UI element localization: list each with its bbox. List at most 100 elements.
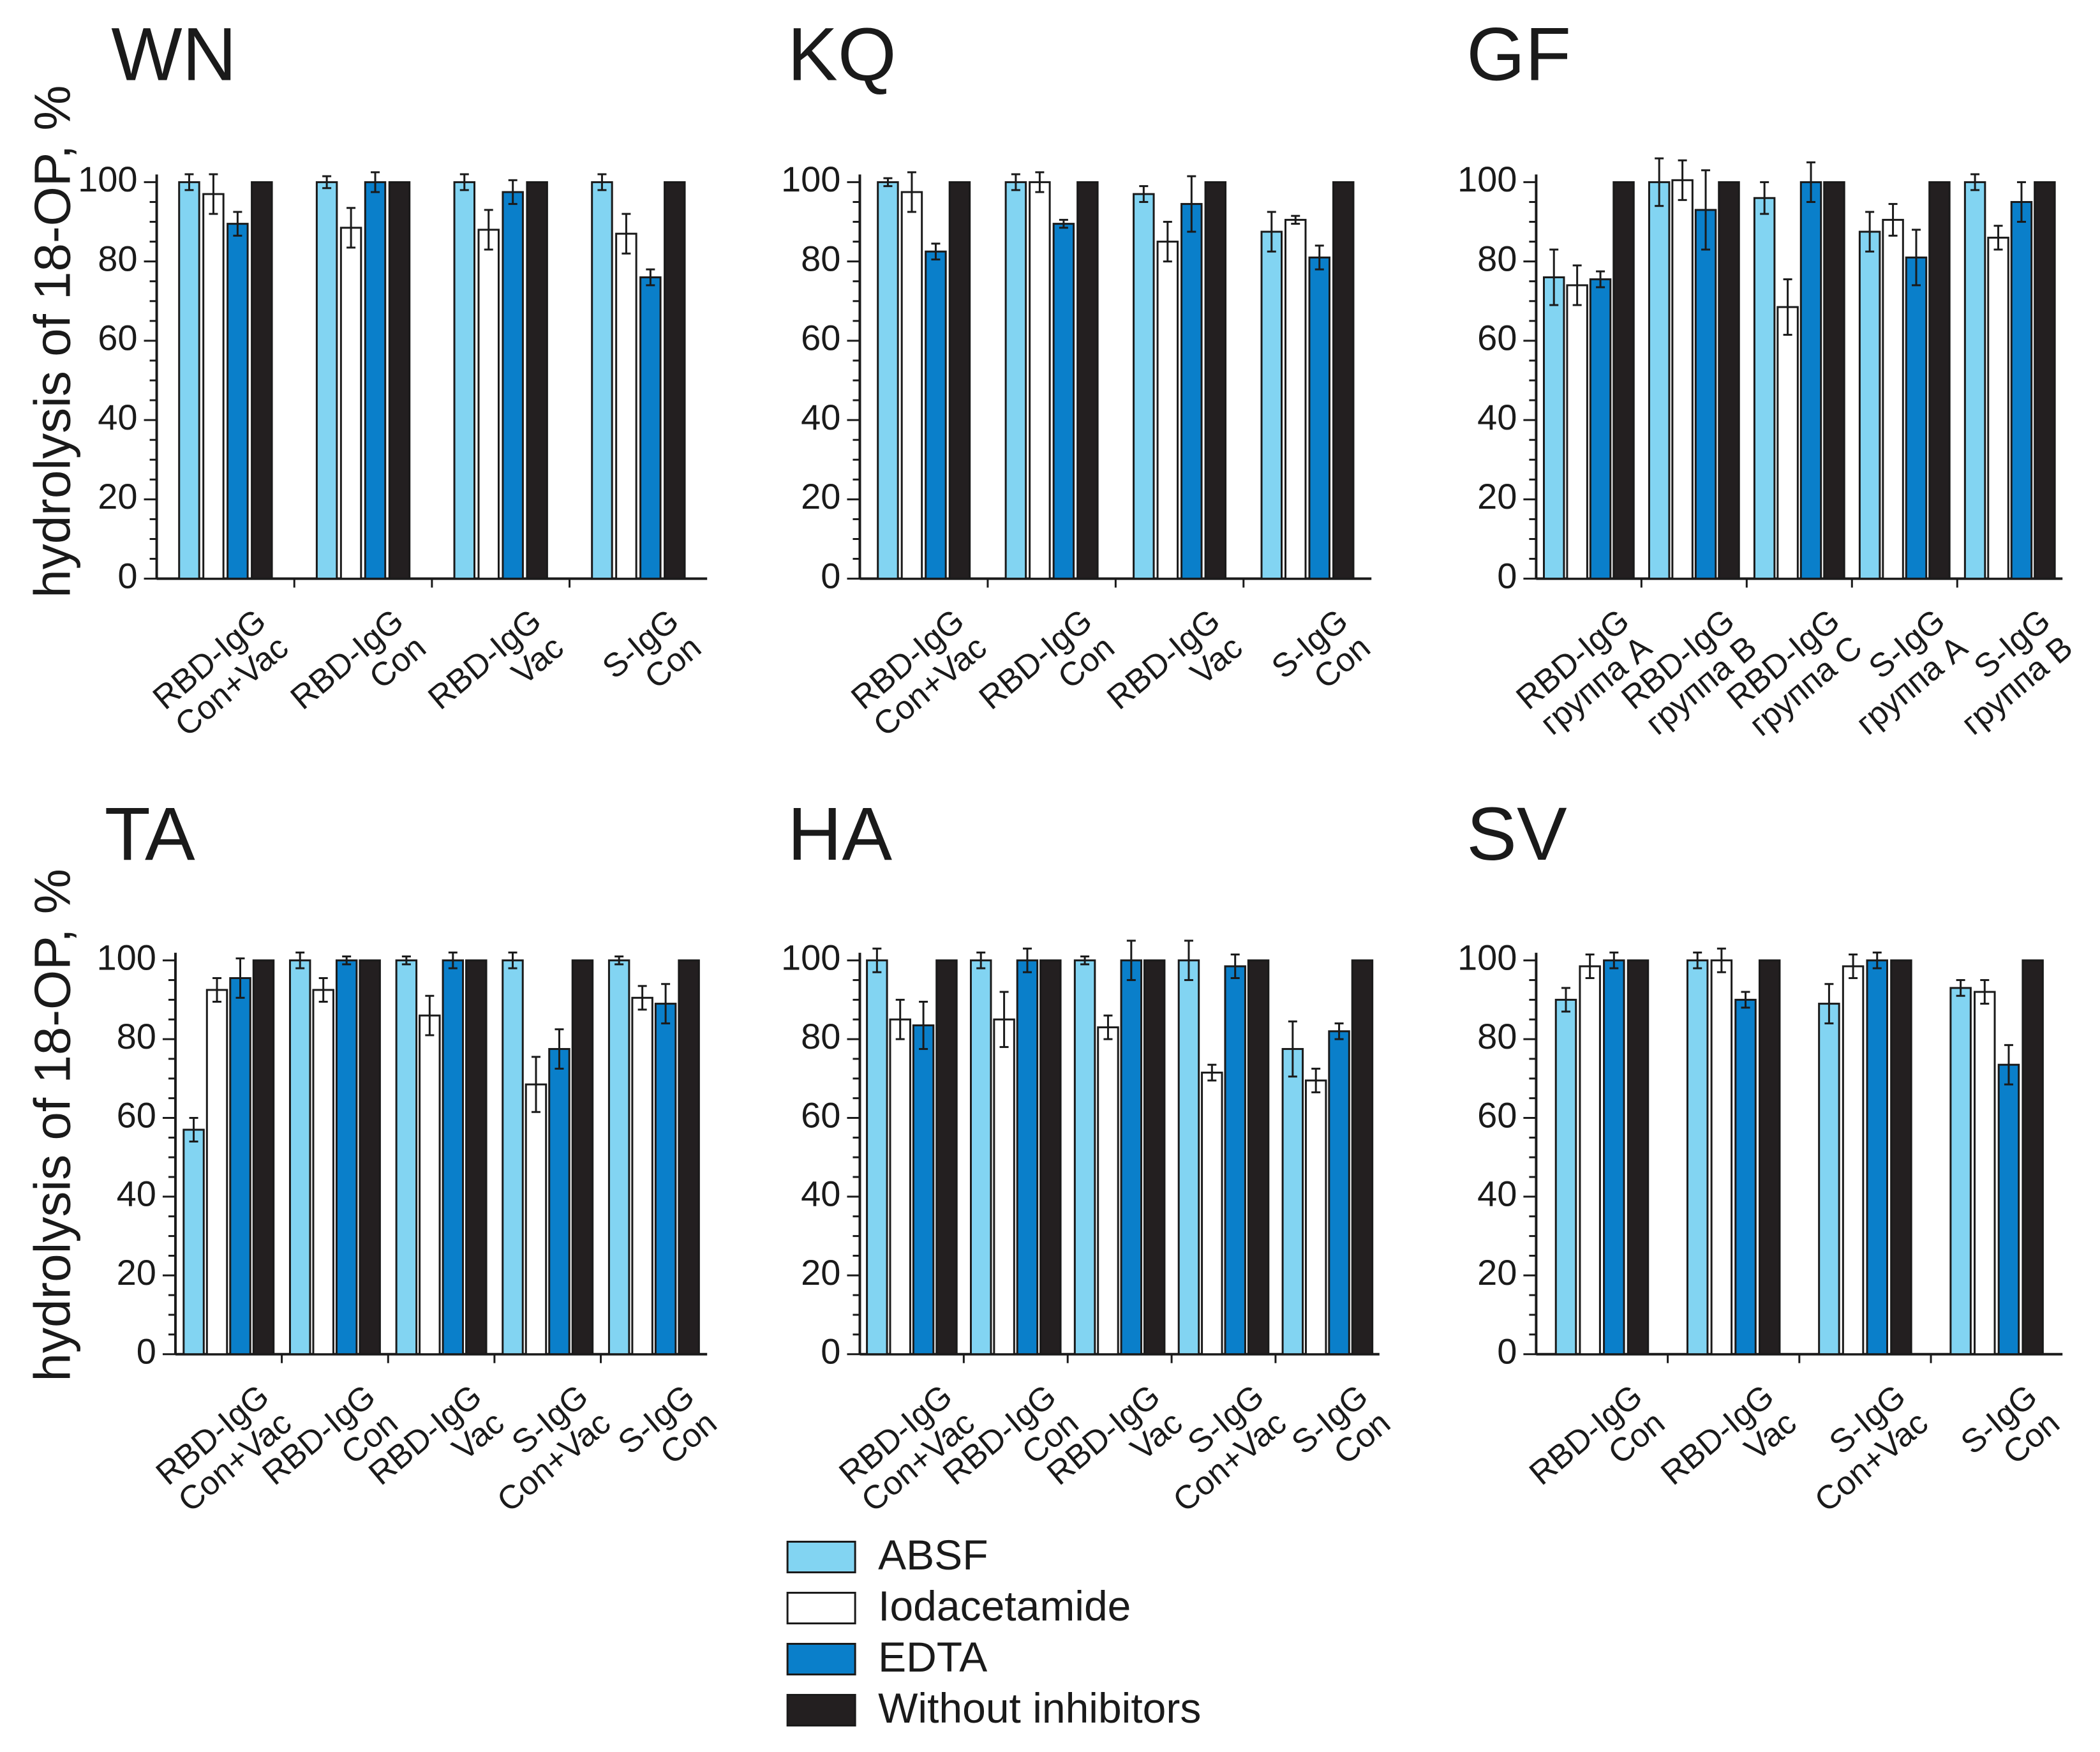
panel-title: HA xyxy=(787,792,892,876)
bar-absf xyxy=(1818,1003,1840,1356)
bar-without-inhibitors xyxy=(1627,959,1649,1356)
bar-edta xyxy=(502,191,524,580)
bar-edta xyxy=(1328,1030,1350,1356)
y-tick-label: 60 xyxy=(1477,1095,1517,1135)
bar-iodacetamide xyxy=(631,996,653,1356)
x-tick-label: S-IgGCon xyxy=(1265,602,1377,713)
bar-without-inhibitors xyxy=(526,181,548,580)
bar-without-inhibitors xyxy=(1758,959,1781,1356)
panel-title: WN xyxy=(111,13,237,97)
y-tick-label: 100 xyxy=(781,938,840,978)
x-tick-label: S-IgGCon+Vac xyxy=(1785,1377,1935,1519)
bar-edta xyxy=(364,181,387,580)
x-tick-label: RBD-IgGCon xyxy=(284,602,433,744)
bar-absf xyxy=(1949,987,1972,1356)
legend-label: ABSF xyxy=(878,1531,988,1578)
y-tick-label: 20 xyxy=(98,476,137,516)
bar-iodacetamide xyxy=(1156,241,1179,580)
x-tick-label: RBD-IgGVac xyxy=(1040,1377,1189,1519)
bar-iodacetamide xyxy=(1566,284,1588,580)
bar-without-inhibitors xyxy=(359,959,381,1356)
legend-label: Without inhibitors xyxy=(878,1684,1201,1732)
y-tick-label: 80 xyxy=(1477,1016,1517,1056)
y-tick-label: 0 xyxy=(1497,1331,1517,1372)
bar-absf xyxy=(315,181,338,580)
bar-iodacetamide xyxy=(525,1083,547,1356)
bar-iodacetamide xyxy=(1304,1079,1327,1356)
bar-without-inhibitors xyxy=(1247,959,1270,1356)
bar-absf xyxy=(1281,1048,1304,1356)
y-tick-label: 80 xyxy=(801,1016,840,1056)
bar-absf xyxy=(1260,230,1283,580)
bar-without-inhibitors xyxy=(465,959,488,1356)
bar-iodacetamide xyxy=(615,232,637,580)
bar-without-inhibitors xyxy=(1332,181,1355,580)
y-tick-label: 80 xyxy=(98,238,137,278)
bar-edta xyxy=(1052,223,1075,580)
bar-iodacetamide xyxy=(1285,218,1307,580)
legend-label: Iodacetamide xyxy=(878,1582,1131,1629)
bar-edta xyxy=(1905,256,1928,580)
bar-absf xyxy=(1073,959,1096,1356)
bar-without-inhibitors xyxy=(2022,959,2044,1356)
x-tick-label: RBD-IgGгруппа C xyxy=(1720,602,1869,744)
bar-without-inhibitors xyxy=(388,181,411,580)
y-tick-label: 20 xyxy=(117,1252,156,1292)
bar-without-inhibitors xyxy=(251,181,273,580)
bar-edta xyxy=(912,1024,935,1356)
y-tick-label: 40 xyxy=(1477,1174,1517,1214)
bar-edta xyxy=(1120,959,1143,1356)
bar-without-inhibitors xyxy=(2034,181,2056,580)
bar-absf xyxy=(866,959,888,1356)
bar-absf xyxy=(453,181,476,580)
y-tick-label: 60 xyxy=(98,318,137,358)
y-tick-label: 60 xyxy=(117,1095,156,1135)
bar-iodacetamide xyxy=(1776,306,1799,580)
bar-absf xyxy=(969,959,992,1356)
y-tick-label: 0 xyxy=(821,555,840,595)
y-axis-label: hydrolysis of 18-OP, % xyxy=(24,85,80,597)
bar-iodacetamide xyxy=(1842,965,1865,1356)
legend-label: EDTA xyxy=(878,1633,987,1681)
bar-iodacetamide xyxy=(889,1018,911,1356)
bar-iodacetamide xyxy=(202,193,225,580)
bar-without-inhibitors xyxy=(1612,181,1635,580)
bar-edta xyxy=(1180,203,1203,580)
bar-iodacetamide xyxy=(1987,236,2009,580)
bar-iodacetamide xyxy=(993,1018,1015,1356)
bar-edta xyxy=(654,1003,677,1356)
bar-edta xyxy=(925,250,947,580)
bar-iodacetamide xyxy=(1579,965,1601,1356)
panel-title: GF xyxy=(1466,13,1571,97)
legend-swatch xyxy=(786,1643,856,1676)
y-tick-label: 100 xyxy=(78,159,137,199)
bar-edta xyxy=(639,276,662,580)
bar-absf xyxy=(1133,193,1155,580)
bar-without-inhibitors xyxy=(935,959,958,1356)
bar-absf xyxy=(1648,181,1671,580)
y-tick-label: 0 xyxy=(137,1331,156,1372)
y-tick-label: 20 xyxy=(801,476,840,516)
bar-without-inhibitors xyxy=(1823,181,1845,580)
y-tick-label: 80 xyxy=(801,238,840,278)
bar-iodacetamide xyxy=(1201,1072,1223,1356)
bar-absf xyxy=(1963,181,1986,580)
bar-absf xyxy=(1542,276,1565,580)
bar-absf xyxy=(1686,959,1709,1356)
x-tick-label: RBD-IgGVac xyxy=(1654,1377,1803,1519)
bar-edta xyxy=(1997,1063,2020,1356)
y-tick-label: 100 xyxy=(1457,938,1517,978)
x-tick-label: S-IgGCon xyxy=(595,602,708,713)
bar-absf xyxy=(1858,230,1881,580)
y-tick-label: 40 xyxy=(1477,397,1517,437)
y-axis-label: hydrolysis of 18-OP, % xyxy=(24,869,80,1381)
y-tick-label: 20 xyxy=(1477,1252,1517,1292)
bar-without-inhibitors xyxy=(1351,959,1374,1356)
bar-without-inhibitors xyxy=(1890,959,1912,1356)
bar-edta xyxy=(229,977,251,1356)
bar-edta xyxy=(1016,959,1039,1356)
bar-without-inhibitors xyxy=(571,959,594,1356)
panel-title: TA xyxy=(105,792,195,876)
